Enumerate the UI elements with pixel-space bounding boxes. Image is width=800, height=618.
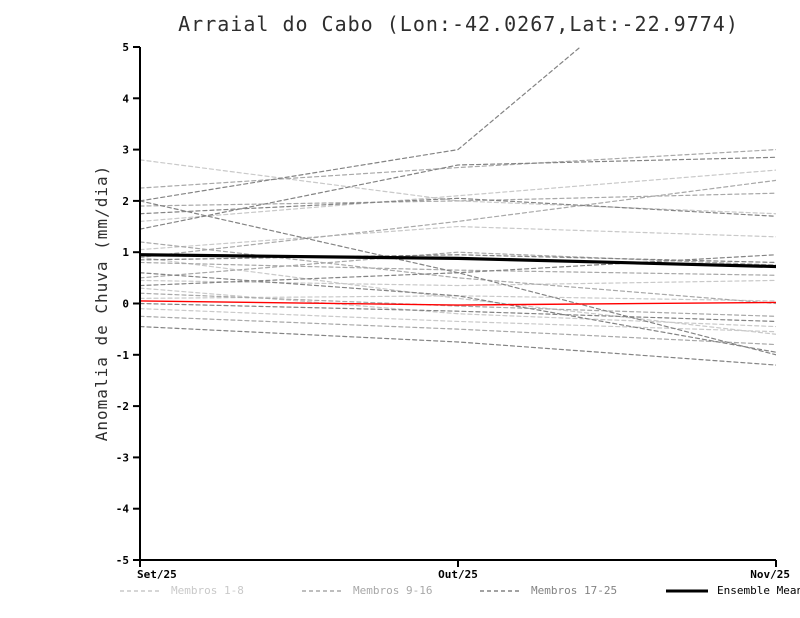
legend-label: Membros 17-25 [531,584,618,597]
svg-text:1: 1 [122,246,129,259]
y-axis-label: Anomalia de Chuva (mm/dia) [92,165,111,441]
legend-item-membros-17-25: Membros 17-25 [478,584,617,597]
svg-text:Set/25: Set/25 [137,568,177,581]
svg-text:-4: -4 [116,503,130,516]
svg-text:-2: -2 [116,400,129,413]
legend-label: Ensemble Mean [717,584,800,597]
svg-text:0: 0 [122,298,129,311]
chart-title: Arraial do Cabo (Lon:-42.0267,Lat:-22.97… [178,12,739,36]
legend-line-sample [666,589,708,592]
svg-text:5: 5 [122,41,129,54]
legend-label: Membros 1-8 [171,584,244,597]
legend-line-sample [302,589,344,592]
svg-text:4: 4 [122,92,129,105]
legend-item-membros-1-8: Membros 1-8 [118,584,244,597]
svg-text:2: 2 [122,195,129,208]
legend-item-membros-9-16: Membros 9-16 [300,584,432,597]
svg-text:-1: -1 [116,349,130,362]
legend-label: Membros 9-16 [353,584,433,597]
svg-text:Nov/25: Nov/25 [750,568,790,581]
legend-line-sample [480,589,522,592]
svg-text:3: 3 [122,144,129,157]
svg-text:-3: -3 [116,451,129,464]
plot-area: -5 -4 -3 -2 -1 0 1 2 3 4 5 Set/25 Out/25 Nov/25 [116,41,790,581]
svg-text:-5: -5 [116,554,129,567]
legend-line-sample [120,589,162,592]
chart-legend: Membros 1-8 Membros 9-16 Membros 17-25 E… [0,584,800,604]
svg-text:Out/25: Out/25 [438,568,478,581]
legend-item-ensemble-mean: Ensemble Mean [664,584,800,597]
